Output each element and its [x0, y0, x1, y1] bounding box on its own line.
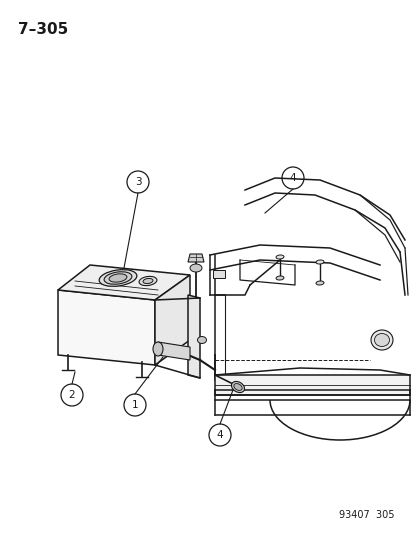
- Text: 4: 4: [216, 430, 223, 440]
- Polygon shape: [188, 254, 204, 262]
- Ellipse shape: [370, 330, 392, 350]
- Polygon shape: [214, 375, 409, 395]
- Ellipse shape: [104, 272, 132, 284]
- Ellipse shape: [233, 384, 242, 391]
- Ellipse shape: [99, 270, 137, 286]
- Ellipse shape: [275, 276, 283, 280]
- Polygon shape: [58, 290, 154, 365]
- Polygon shape: [212, 270, 224, 278]
- Ellipse shape: [139, 277, 157, 286]
- Ellipse shape: [109, 274, 127, 282]
- Text: 3: 3: [134, 177, 141, 187]
- Ellipse shape: [275, 255, 283, 259]
- Text: 93407  305: 93407 305: [339, 510, 394, 520]
- Polygon shape: [58, 265, 190, 300]
- Text: 2: 2: [69, 390, 75, 400]
- Ellipse shape: [197, 336, 206, 343]
- Ellipse shape: [153, 342, 163, 356]
- Text: 1: 1: [131, 400, 138, 410]
- Ellipse shape: [374, 334, 389, 346]
- Polygon shape: [188, 295, 199, 378]
- Polygon shape: [154, 275, 190, 365]
- Text: 7–305: 7–305: [18, 22, 68, 37]
- Ellipse shape: [142, 278, 152, 284]
- Ellipse shape: [315, 260, 323, 264]
- Polygon shape: [158, 342, 190, 360]
- Ellipse shape: [315, 281, 323, 285]
- Ellipse shape: [231, 382, 244, 393]
- Ellipse shape: [190, 264, 202, 272]
- Text: 4: 4: [289, 173, 296, 183]
